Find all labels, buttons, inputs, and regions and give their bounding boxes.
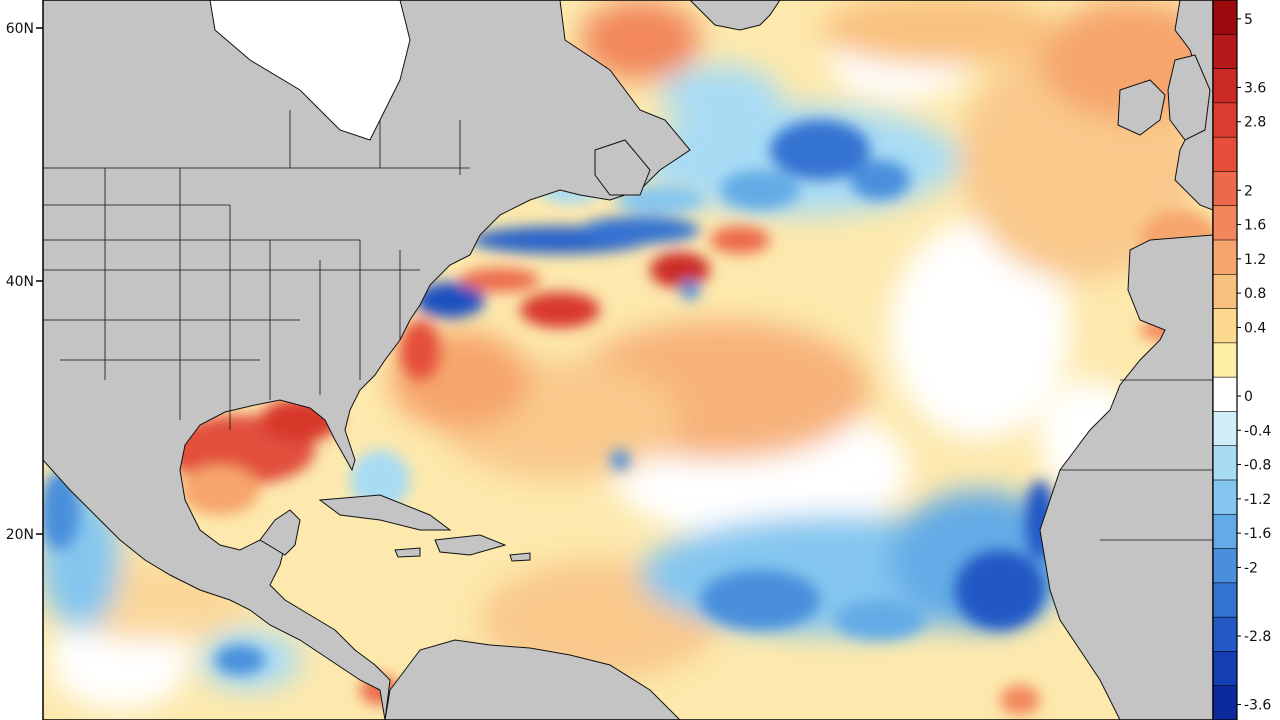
latitude-axis: 60N 40N 20N — [6, 21, 43, 543]
south-america — [384, 639, 681, 720]
colorbar-swatch — [1212, 513, 1238, 550]
colorbar-tick-label: -2.8 — [1244, 629, 1271, 645]
colorbar-tick-label: 0 — [1244, 389, 1253, 405]
british-isles — [1117, 79, 1166, 136]
colorbar-swatch — [1212, 171, 1238, 207]
colorbar-swatch — [1212, 273, 1238, 310]
puerto-rico — [509, 552, 531, 562]
lat-label-40n: 40N — [6, 274, 34, 290]
colorbar-swatch — [1212, 479, 1238, 516]
newfoundland — [594, 139, 651, 196]
colorbar-tick-label: 0.4 — [1244, 320, 1266, 336]
colorbar: 5 3.6 2.8 2 1.6 1.2 0.8 0.4 0 -0.4 -0.8 -1.2 -1.6 -2 -… — [1212, 0, 1271, 720]
colorbar-swatch — [1212, 342, 1238, 378]
colorbar-tick-label: 1.6 — [1244, 218, 1266, 234]
lat-label-20n: 20N — [6, 527, 34, 543]
great-britain — [1167, 54, 1211, 141]
yucatan-peninsula — [259, 509, 301, 556]
colorbar-tick-label: -0.4 — [1244, 423, 1271, 439]
colorbar-swatch — [1212, 136, 1238, 173]
colorbar-tick-label: 2.8 — [1244, 115, 1266, 131]
colorbar-tick-label: -1.2 — [1244, 492, 1271, 508]
colorbar-tick-label: -0.8 — [1244, 458, 1271, 474]
political-boundaries — [43, 110, 1213, 541]
colorbar-tick-label: 2 — [1244, 183, 1253, 199]
colorbar-tick-label: 0.8 — [1244, 286, 1266, 302]
colorbar-swatch — [1212, 205, 1238, 241]
colorbar-swatch — [1212, 33, 1238, 70]
colorbar-tick-label: -1.6 — [1244, 526, 1271, 542]
colorbar-swatch — [1212, 376, 1238, 413]
colorbar-frame — [1212, 0, 1238, 720]
colorbar-tick-label: 1.2 — [1244, 252, 1266, 268]
colorbar-swatch — [1212, 0, 1238, 36]
north-america — [43, 0, 691, 720]
colorbar-swatch — [1212, 102, 1238, 138]
colorbar-swatch — [1212, 582, 1238, 618]
colorbar-swatch — [1212, 411, 1238, 447]
jamaica — [394, 547, 421, 558]
greenland — [585, 0, 781, 31]
colorbar-swatch — [1212, 239, 1238, 276]
colorbar-swatch — [1212, 548, 1238, 584]
colorbar-tick-label: 5 — [1244, 12, 1253, 28]
lat-label-60n: 60N — [6, 21, 34, 37]
hispaniola — [434, 534, 507, 556]
colorbar-swatch — [1212, 308, 1238, 344]
colorbar-swatch — [1212, 616, 1238, 653]
colorbar-swatch — [1212, 445, 1238, 481]
colorbar-swatch — [1212, 685, 1238, 720]
greenland-ice — [209, 0, 411, 141]
colorbar-tick-label: -2 — [1244, 560, 1258, 576]
colorbar-swatch — [1212, 651, 1238, 687]
cuba — [318, 494, 452, 531]
colorbar-swatch — [1212, 68, 1238, 104]
colorbar-tick-label: -3.6 — [1244, 698, 1271, 714]
colorbar-tick-label: 3.6 — [1244, 80, 1266, 96]
